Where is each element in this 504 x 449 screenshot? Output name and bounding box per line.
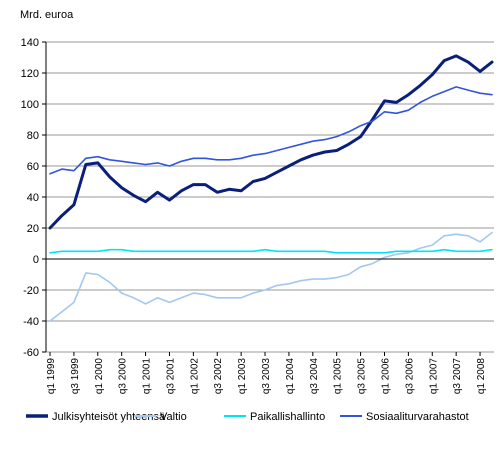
- y-tick-label: 20: [27, 223, 39, 235]
- y-tick-label: 120: [21, 68, 39, 80]
- legend-label: Paikallishallinto: [250, 411, 325, 423]
- y-tick-label: 80: [27, 130, 39, 142]
- x-tick-label: q1 2001: [142, 358, 153, 395]
- x-tick-label: q1 2006: [380, 358, 391, 395]
- y-tick-label: 0: [33, 254, 39, 266]
- y-tick-label: 60: [27, 161, 39, 173]
- x-tick-label: q3 1999: [70, 358, 81, 395]
- x-tick-label: q1 2003: [237, 358, 248, 395]
- y-tick-label: 40: [27, 192, 39, 204]
- y-tick-label: -60: [23, 347, 39, 359]
- legend-label: Julkisyhteisöt yhteensä: [52, 411, 166, 423]
- x-tick-label: q1 2008: [476, 358, 487, 395]
- legend-label: Valtio: [160, 411, 187, 423]
- x-tick-label: q1 2000: [94, 358, 105, 395]
- y-tick-label: -20: [23, 285, 39, 297]
- x-tick-labels: q1 1999 q3 1999 q1 2000 q3 2000 q1 2001 q3 20…: [46, 352, 487, 394]
- x-tick-label: q3 2001: [165, 358, 176, 395]
- y-tick-label: 100: [21, 99, 39, 111]
- x-tick-label: q3 2003: [261, 358, 272, 395]
- x-tick-label: q3 2005: [357, 358, 368, 395]
- x-tick-label: q1 2007: [428, 358, 439, 395]
- series-line-4: [49, 86, 493, 175]
- series-line-1: [48, 54, 494, 230]
- series-lines: [48, 54, 494, 322]
- x-tick-label: q3 2002: [213, 358, 224, 395]
- x-tick-label: q3 2000: [118, 358, 129, 395]
- series-line-2: [49, 231, 493, 322]
- axes: [45, 42, 494, 352]
- y-tick-label: -40: [23, 316, 39, 328]
- gridlines: [46, 41, 494, 353]
- x-tick-label: q1 2004: [285, 358, 296, 395]
- series-line-3: [49, 248, 493, 254]
- y-axis-label: Mrd. euroa: [20, 9, 74, 21]
- legend-label: Sosiaaliturvarahastot: [366, 411, 469, 423]
- x-tick-label: q3 2006: [404, 358, 415, 395]
- x-tick-label: q3 2007: [452, 358, 463, 395]
- y-tick-labels: 140 120 100 80 60 40 20 0 -20 -40 -60: [21, 37, 46, 359]
- x-tick-label: q1 2002: [189, 358, 200, 395]
- x-tick-label: q1 1999: [46, 358, 57, 395]
- x-tick-label: q1 2005: [333, 358, 344, 395]
- x-tick-label: q3 2004: [309, 358, 320, 395]
- y-tick-label: 140: [21, 37, 39, 49]
